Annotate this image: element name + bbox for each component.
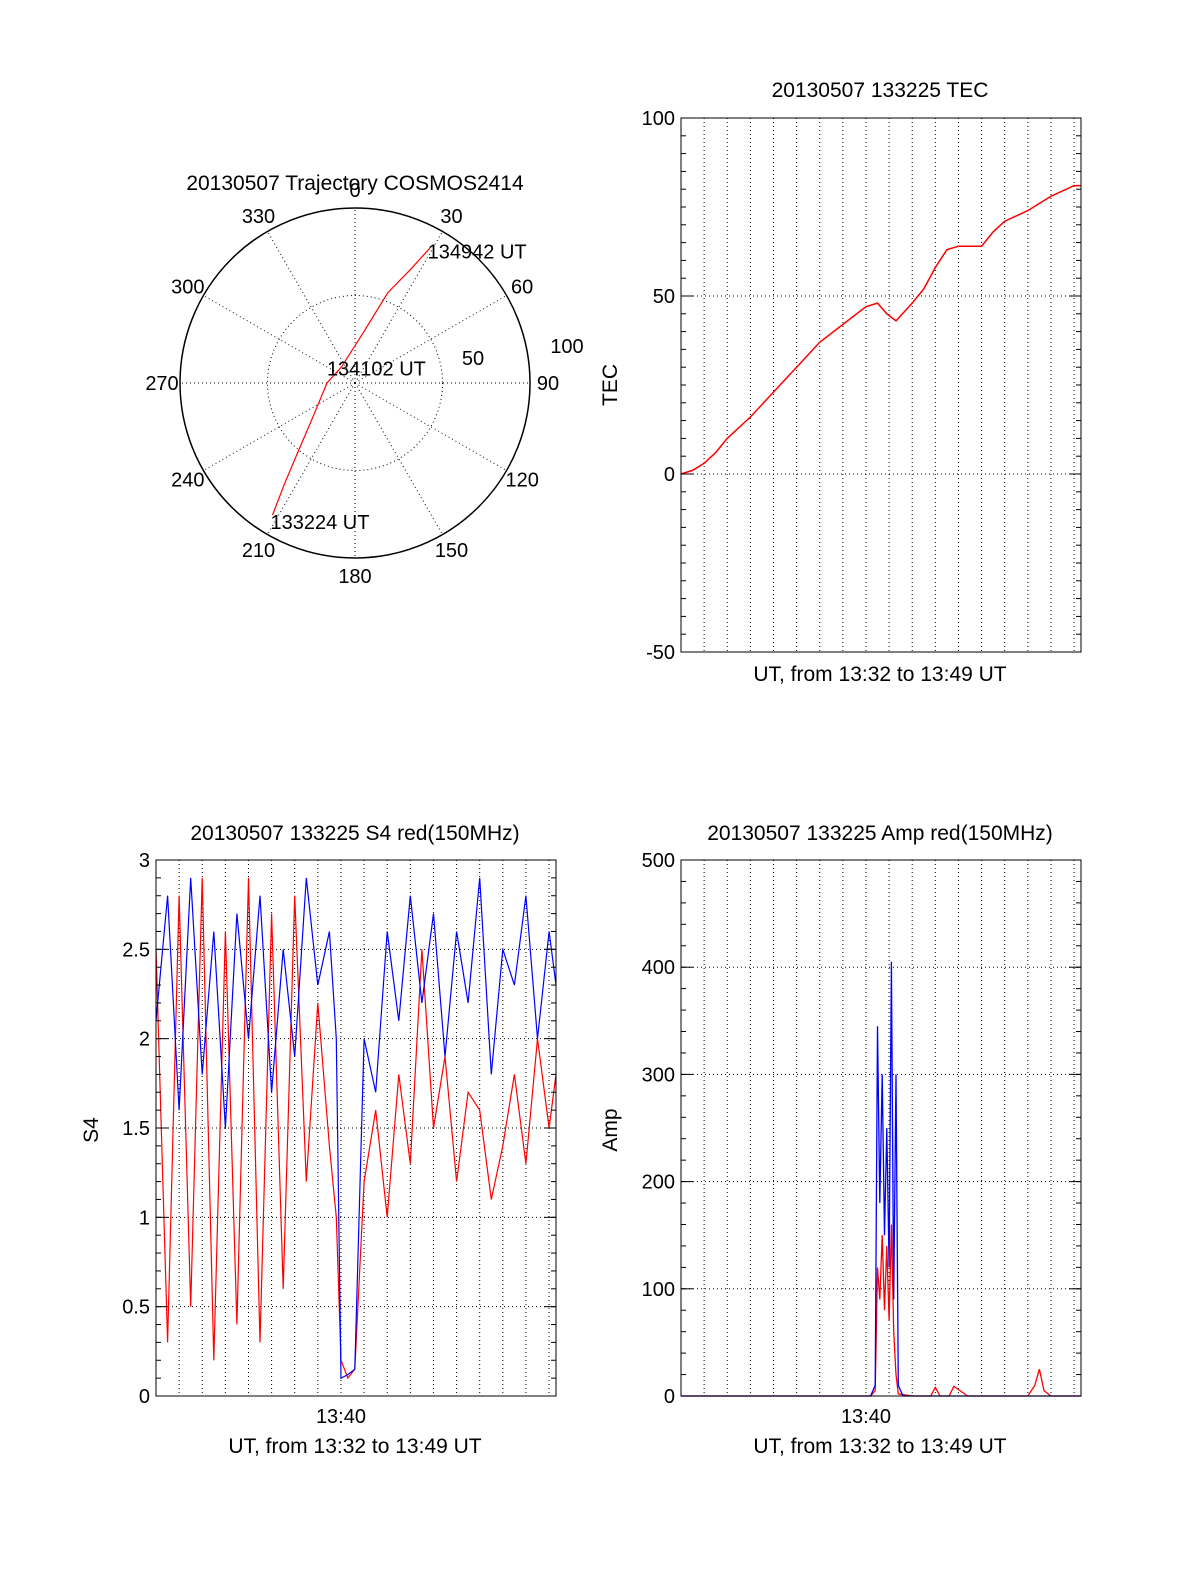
- trajectory-time-annotation: 133224 UT: [270, 512, 369, 534]
- s4-y-tick-label: 3: [139, 850, 150, 872]
- polar-outer-circle: [179, 207, 531, 559]
- amp-y-tick-label: 500: [642, 850, 675, 872]
- polar-angle-label: 240: [171, 470, 204, 492]
- polar-grid-circle-50: [267, 295, 443, 471]
- polar-angle-label: 0: [349, 180, 360, 202]
- polar-angle-label: 60: [511, 277, 533, 299]
- s4-chart: 20130507 133225 S4 red(150MHz) 0 0.5 1 1.5 2…: [80, 822, 557, 1458]
- amp-series-line-2: [681, 961, 1081, 1397]
- polar-angle-label: 180: [338, 566, 371, 588]
- tec-y-tick-label: -50: [646, 642, 675, 664]
- s4-y-tick-label: 0: [139, 1386, 150, 1408]
- amp-x-tick-label: 13:40: [841, 1406, 891, 1428]
- polar-chart-title: 20130507 Trajectory COSMOS2414: [186, 172, 524, 195]
- s4-series-line-2: [155, 877, 557, 1380]
- tec-chart-title: 20130507 133225 TEC: [772, 79, 989, 102]
- s4-y-tick-label: 1.5: [122, 1118, 150, 1140]
- trajectory-line: [271, 247, 431, 516]
- polar-angle-label: 120: [505, 470, 538, 492]
- s4-y-tick-label: 2: [139, 1029, 150, 1051]
- trajectory-time-annotation: 134102 UT: [327, 359, 426, 381]
- amp-y-tick-label: 0: [664, 1386, 675, 1408]
- polar-angle-label: 90: [537, 373, 559, 395]
- polar-angle-label: 330: [242, 206, 275, 228]
- s4-y-tick-label: 1: [139, 1207, 150, 1229]
- polar-spoke: [354, 382, 507, 471]
- polar-angle-label: 150: [435, 540, 468, 562]
- tec-plot-frame: [680, 117, 1082, 653]
- amp-y-tick-label: 400: [642, 957, 675, 979]
- polar-angle-label: 210: [242, 540, 275, 562]
- amp-chart-title: 20130507 133225 Amp red(150MHz): [707, 822, 1053, 845]
- amp-y-tick-label: 300: [642, 1064, 675, 1086]
- amp-plot-frame: [680, 859, 1082, 1397]
- amp-y-tick-label: 100: [642, 1279, 675, 1301]
- s4-y-axis-label: S4: [80, 1117, 103, 1143]
- trajectory-time-annotation: 134942 UT: [428, 241, 527, 263]
- tec-y-tick-label: 50: [653, 286, 675, 308]
- polar-radial-label: 50: [462, 348, 484, 370]
- s4-y-tick-label: 2.5: [122, 939, 150, 961]
- polar-trajectory-chart: 20130507 Trajectory COSMOS2414 0 30 60 90 12…: [145, 172, 583, 588]
- s4-x-tick-label: 13:40: [316, 1406, 366, 1428]
- amp-series-line-1: [681, 1224, 1081, 1397]
- tec-series-line-1: [680, 184, 1081, 475]
- amp-x-axis-label: UT, from 13:32 to 13:49 UT: [753, 1435, 1006, 1458]
- tec-chart: 20130507 133225 TEC 100 50 0 -50 TEC UT, fr…: [599, 79, 1082, 686]
- tec-y-tick-label: 100: [642, 108, 675, 130]
- polar-angle-label: 270: [145, 373, 178, 395]
- polar-angle-label: 300: [171, 277, 204, 299]
- s4-series-line-1: [155, 877, 557, 1380]
- s4-y-tick-label: 0.5: [122, 1297, 150, 1319]
- polar-angle-label: 30: [440, 206, 462, 228]
- amp-y-tick-label: 200: [642, 1172, 675, 1194]
- amp-chart: 20130507 133225 Amp red(150MHz) 0 100 200 3…: [599, 822, 1082, 1458]
- polar-radial-label: 100: [550, 336, 583, 358]
- amp-y-axis-label: Amp: [599, 1108, 622, 1151]
- tec-y-tick-label: 0: [664, 464, 675, 486]
- s4-x-axis-label: UT, from 13:32 to 13:49 UT: [228, 1435, 481, 1458]
- tec-x-axis-label: UT, from 13:32 to 13:49 UT: [753, 663, 1006, 686]
- tec-y-axis-label: TEC: [599, 364, 622, 406]
- s4-chart-title: 20130507 133225 S4 red(150MHz): [190, 822, 519, 845]
